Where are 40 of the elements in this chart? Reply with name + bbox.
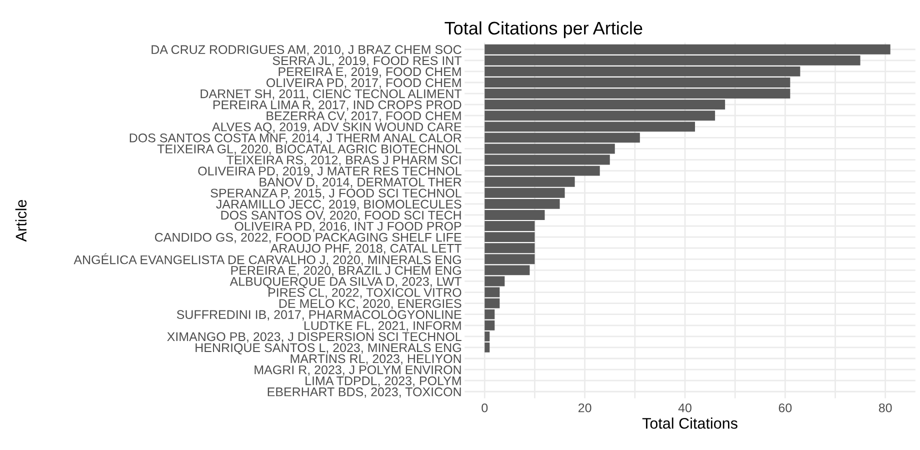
x-tick-label: 60: [778, 403, 792, 412]
x-tick-label: 80: [878, 403, 892, 412]
y-axis-title: Article: [15, 200, 27, 242]
y-tick-label: CANDIDO GS, 2022, FOOD PACKAGING SHELF LIFE: [154, 232, 462, 244]
y-tick-label: ARAUJO PHF, 2018, CATAL LETT: [270, 244, 462, 254]
chart-title: Total Citations per Article: [444, 21, 642, 38]
y-tick-label: DE MELO KC, 2020, ENERGIES: [279, 299, 462, 310]
y-tick-label: TEIXEIRA GL, 2020, BIOCATAL AGRIC BIOTECHNOL: [157, 144, 462, 155]
y-tick-label: MAGRI R, 2023, J POLYM ENVIRON: [254, 365, 461, 376]
y-tick-label: DA CRUZ RODRIGUES AM, 2010, J BRAZ CHEM SOC: [152, 45, 462, 56]
y-tick-label: ANGÉLICA EVANGELISTA DE CARVALHO J, 2020, MINERALS ENG: [74, 253, 461, 266]
y-tick-label: SPERANZA P, 2015, J FOOD SCI TECHNOL: [210, 188, 462, 200]
y-tick-label: BEZERRA CV, 2017, FOOD CHEM: [266, 111, 461, 122]
y-tick-label: OLIVEIRA PD, 2019, J MATER RES TECHNOL: [198, 166, 462, 177]
x-axis-title: Total Citations: [642, 418, 738, 429]
y-tick-label: HENRIQUE SANTOS L, 2023, MINERALS ENG: [196, 343, 461, 354]
y-tick-label: SUFFREDINI IB, 2017, PHARMACOLOGYONLINE: [176, 310, 462, 320]
y-tick-label: JARAMILLO JECC, 2019, BIOMOLECULES: [216, 200, 462, 210]
y-tick-label: MARTINS RL, 2023, HELIYON: [290, 354, 461, 365]
x-tick-label: 0: [482, 403, 488, 412]
y-tick-label: SERRA JL, 2019, FOOD RES INT: [272, 56, 462, 67]
y-tick-label: BANOV D, 2014, DERMATOL THER: [260, 178, 462, 188]
y-tick-label: ALVES AQ, 2019, ADV SKIN WOUND CARE: [212, 122, 462, 134]
y-tick-label: PEREIRA E, 2020, BRAZIL J CHEM ENG: [231, 266, 461, 276]
y-tick-label: TEIXEIRA RS, 2012, BRAS J PHARM SCI: [226, 156, 461, 166]
y-tick-label: ALBUQUERQUE DA SILVA D, 2023, LWT: [230, 277, 462, 288]
y-tick-label: XIMANGO PB, 2023, J DISPERSION SCI TECHNOL: [167, 332, 462, 343]
y-tick-label: OLIVEIRA PD, 2017, FOOD CHEM: [266, 78, 461, 89]
y-tick-label: DOS SANTOS OV, 2020, FOOD SCI TECH: [221, 210, 461, 222]
y-tick-label: LUDTKE FL, 2021, INFORM: [304, 321, 461, 332]
y-tick-label: DOS SANTOS COSTA MNF, 2014, J THERM ANAL CALOR: [130, 134, 462, 144]
y-tick-label: OLIVEIRA PD, 2016, INT J FOOD PROP: [234, 222, 462, 232]
y-tick-label: PIRES CL, 2022, TOXICOL VITRO: [268, 288, 462, 298]
x-tick-label: 40: [678, 403, 692, 412]
y-tick-label: EBERHART BDS, 2023, TOXICON: [268, 387, 461, 398]
x-tick-label: 20: [578, 403, 592, 412]
y-tick-label: DARNET SH, 2011, CIENC TECNOL ALIMENT: [200, 89, 462, 100]
y-tick-label: PEREIRA LIMA R, 2017, IND CROPS PROD: [213, 100, 462, 111]
y-tick-label: PEREIRA E, 2019, FOOD CHEM: [278, 67, 461, 78]
y-tick-label: LIMA TDPDL, 2023, POLYM: [306, 376, 461, 387]
